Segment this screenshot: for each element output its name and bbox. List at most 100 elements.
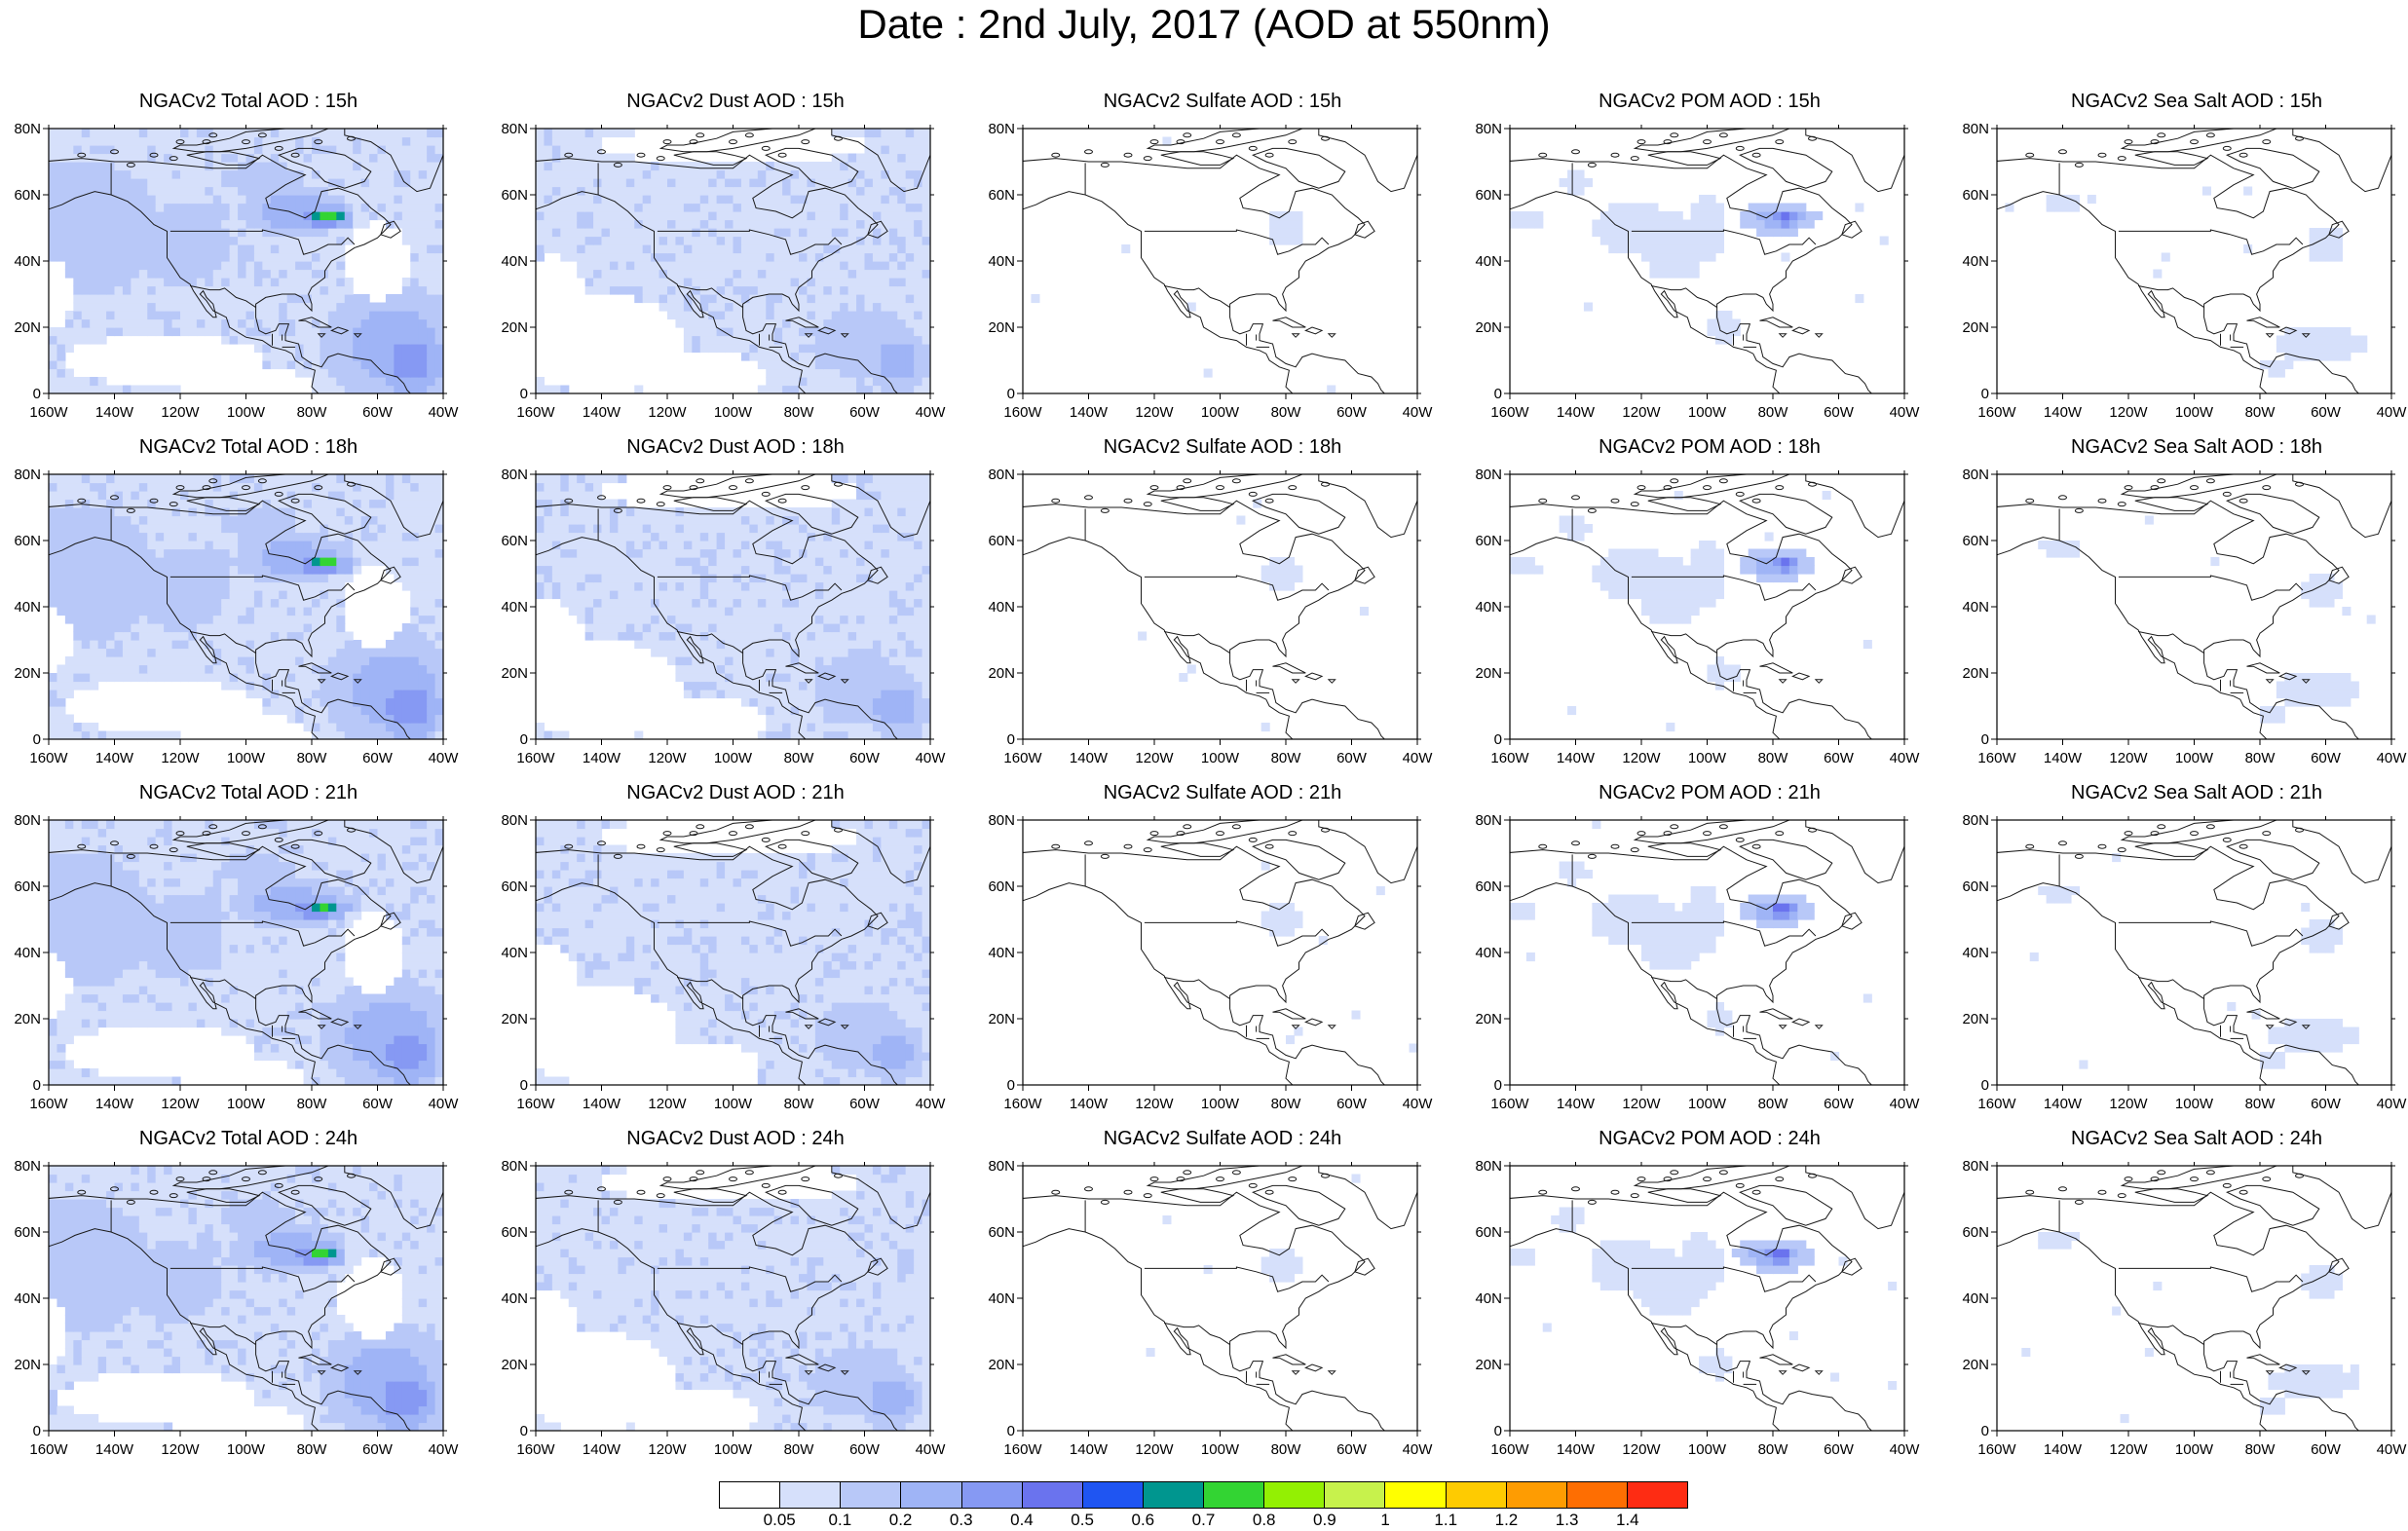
- aod-cell: [270, 697, 280, 707]
- aod-cell: [353, 532, 362, 541]
- aod-cell: [658, 598, 668, 608]
- aod-cell: [205, 129, 214, 138]
- aod-cell: [221, 228, 231, 238]
- panel-title: NGACv2 Dust AOD : 18h: [626, 436, 845, 458]
- aod-cell: [97, 730, 107, 739]
- aod-cell: [238, 269, 247, 279]
- aod-cell: [577, 228, 586, 238]
- aod-cell: [434, 565, 443, 575]
- aod-cell: [394, 482, 403, 492]
- island: [1176, 139, 1185, 145]
- aod-cell: [205, 261, 214, 271]
- aod-cell: [410, 730, 420, 739]
- aod-cell: [353, 656, 362, 666]
- aod-cell: [262, 590, 272, 600]
- aod-cell: [2292, 327, 2302, 337]
- aod-cell: [212, 169, 222, 179]
- aod-cell: [536, 162, 546, 171]
- aod-cell: [872, 648, 882, 657]
- aod-cell: [180, 524, 190, 534]
- aod-cell: [872, 681, 882, 691]
- aod-cell: [122, 532, 132, 541]
- aod-cell: [699, 615, 709, 624]
- aod-cell: [312, 581, 321, 591]
- aod-cell: [757, 730, 767, 739]
- aod-cell: [401, 648, 411, 657]
- aod-cell: [122, 656, 132, 666]
- aod-cell: [888, 714, 898, 724]
- aod-cell: [238, 203, 247, 212]
- coastline: [1354, 220, 1375, 239]
- aod-cell: [625, 269, 635, 279]
- aod-cell: [625, 219, 635, 229]
- aod-cell: [914, 278, 923, 287]
- aod-cell: [683, 664, 693, 674]
- aod-cell: [327, 377, 337, 387]
- island: [110, 149, 119, 155]
- aod-cell: [286, 615, 296, 624]
- aod-cell: [823, 385, 833, 393]
- aod-cell: [807, 607, 816, 616]
- aod-cell: [106, 318, 116, 328]
- aod-cell: [2309, 327, 2318, 337]
- aod-cell: [625, 153, 635, 163]
- aod-cell: [847, 244, 857, 254]
- aod-cell: [708, 169, 718, 179]
- aod-cell: [831, 244, 841, 254]
- aod-cell: [847, 335, 857, 345]
- aod-cell: [1641, 211, 1651, 221]
- aod-cell: [147, 203, 157, 212]
- aod-cell: [171, 581, 181, 591]
- aod-cell: [286, 631, 296, 641]
- aod-cell: [427, 311, 436, 320]
- aod-cell: [699, 344, 709, 354]
- aod-cell: [766, 640, 775, 650]
- aod-cell: [1731, 318, 1741, 328]
- aod-cell: [840, 615, 849, 624]
- aod-cell: [897, 368, 907, 378]
- aod-cell: [905, 690, 915, 699]
- aod-cell: [840, 244, 849, 254]
- aod-cell: [1707, 236, 1716, 245]
- aod-cell: [922, 607, 930, 616]
- aod-cell: [327, 615, 337, 624]
- aod-cell: [312, 607, 321, 616]
- aod-cell: [336, 581, 346, 591]
- aod-cell: [856, 162, 866, 171]
- aod-cell: [336, 252, 346, 262]
- aod-cell: [286, 574, 296, 583]
- aod-cell: [320, 352, 329, 361]
- aod-cell: [922, 690, 930, 699]
- aod-cell: [1641, 228, 1651, 238]
- aod-cell: [840, 714, 849, 724]
- aod-cell: [205, 186, 214, 196]
- aod-cell: [212, 541, 222, 550]
- aod-cell: [847, 664, 857, 674]
- aod-cell: [536, 145, 546, 155]
- aod-cell: [369, 723, 379, 732]
- aod-cell: [1567, 178, 1577, 188]
- aod-cell: [766, 302, 775, 312]
- aod-cell: [733, 615, 742, 624]
- coastlines: [536, 129, 930, 393]
- aod-cell: [905, 615, 915, 624]
- aod-cell: [312, 590, 321, 600]
- aod-cell: [401, 482, 411, 492]
- aod-cell: [708, 302, 718, 312]
- aod-cell: [634, 203, 644, 212]
- aod-cell: [642, 278, 652, 287]
- aod-cell: [212, 499, 222, 508]
- aod-cell: [64, 615, 74, 624]
- aod-cell: [114, 615, 124, 624]
- aod-cell: [114, 261, 124, 271]
- island: [1571, 149, 1580, 155]
- aod-cell: [262, 565, 272, 575]
- aod-cell: [73, 656, 83, 666]
- aod-cell: [303, 714, 313, 724]
- aod-cell: [90, 261, 99, 271]
- aod-cell: [64, 219, 74, 229]
- aod-cell: [733, 327, 742, 337]
- aod-cell: [708, 195, 718, 205]
- aod-cell: [385, 482, 395, 492]
- aod-cell: [180, 482, 190, 492]
